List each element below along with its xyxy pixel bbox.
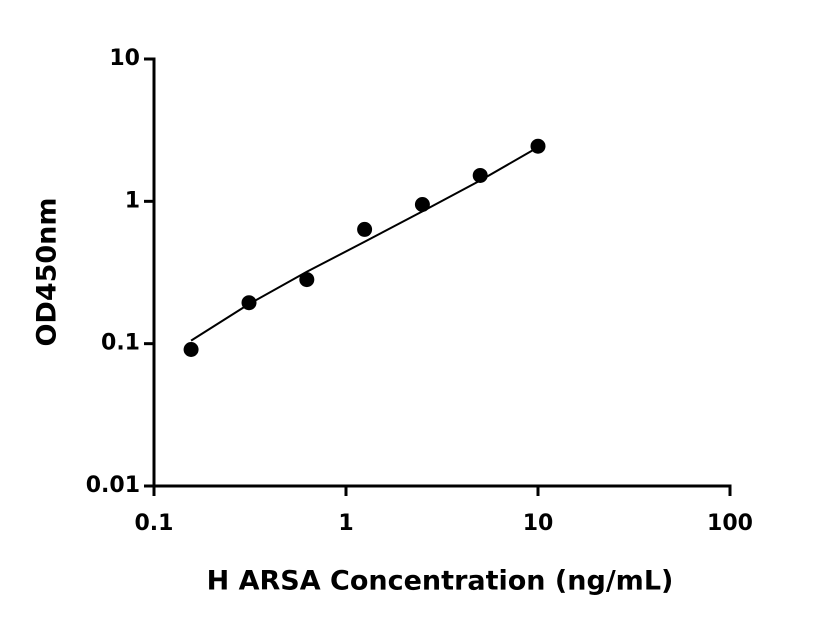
y-tick-label: 0.01: [86, 473, 140, 498]
x-tick-label: 1: [338, 511, 353, 536]
data-point: [183, 341, 199, 357]
data-point: [357, 221, 373, 237]
y-tick-label: 10: [109, 46, 140, 71]
x-tick-label: 10: [523, 511, 554, 536]
data-point: [299, 272, 315, 288]
y-axis-label: OD450nm: [32, 197, 63, 346]
x-tick-label: 100: [707, 511, 753, 536]
y-tick-label: 0.1: [101, 331, 140, 356]
data-point: [414, 197, 430, 213]
data-point: [530, 138, 546, 154]
y-tick-label: 1: [125, 188, 140, 213]
x-axis-label: H ARSA Concentration (ng/mL): [207, 566, 674, 597]
x-tick-label: 0.1: [135, 511, 174, 536]
fit-curve: [190, 146, 539, 342]
